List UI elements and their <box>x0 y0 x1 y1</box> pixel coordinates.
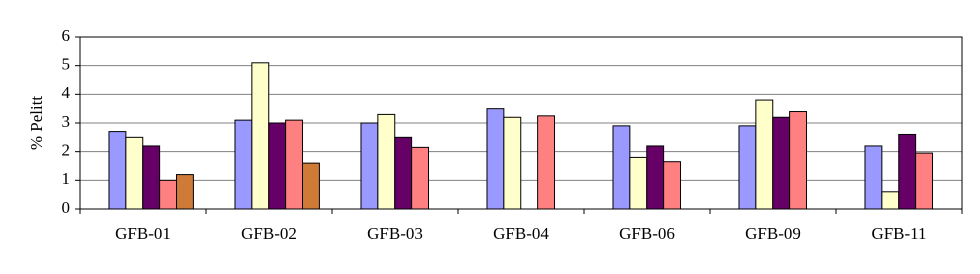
y-tick-label: 2 <box>62 141 71 160</box>
bar <box>268 122 287 210</box>
x-tick-label: GFB-02 <box>241 224 297 243</box>
bar <box>125 136 144 210</box>
bar <box>898 133 917 210</box>
y-tick-label: 4 <box>62 83 71 102</box>
x-tick-label: GFB-03 <box>367 224 423 243</box>
x-tick-label: GFB-01 <box>115 224 171 243</box>
y-tick-label: 0 <box>62 198 71 217</box>
bar <box>142 145 161 210</box>
y-tick-label: 3 <box>62 112 71 131</box>
bar <box>377 113 396 210</box>
bar <box>503 116 522 210</box>
bar <box>108 131 127 210</box>
y-tick-label: 5 <box>62 55 71 74</box>
bar <box>755 99 774 210</box>
bar <box>612 125 631 210</box>
bar <box>176 174 194 210</box>
bar <box>864 145 883 210</box>
bar <box>411 146 430 210</box>
bar <box>537 115 556 210</box>
bar <box>251 62 270 210</box>
bar <box>789 111 808 210</box>
x-tick-label: GFB-09 <box>745 224 801 243</box>
y-tick-label: 1 <box>62 169 71 188</box>
bar <box>629 156 648 210</box>
bar <box>302 162 320 210</box>
y-tick-label: 6 <box>62 26 71 45</box>
bar <box>738 125 757 210</box>
bar <box>285 119 304 210</box>
x-tick-label: GFB-11 <box>871 224 926 243</box>
x-tick-label: GFB-06 <box>619 224 675 243</box>
x-tick-label: GFB-04 <box>493 224 549 243</box>
y-axis-label: % Pelitt <box>27 96 46 151</box>
bar <box>881 191 900 210</box>
bar <box>915 152 934 210</box>
bar <box>234 119 253 210</box>
bar <box>663 161 682 210</box>
bar <box>159 179 178 210</box>
bar <box>646 145 665 210</box>
bar <box>486 108 505 210</box>
bar <box>360 122 379 210</box>
bar <box>394 136 413 210</box>
bar <box>772 116 791 210</box>
